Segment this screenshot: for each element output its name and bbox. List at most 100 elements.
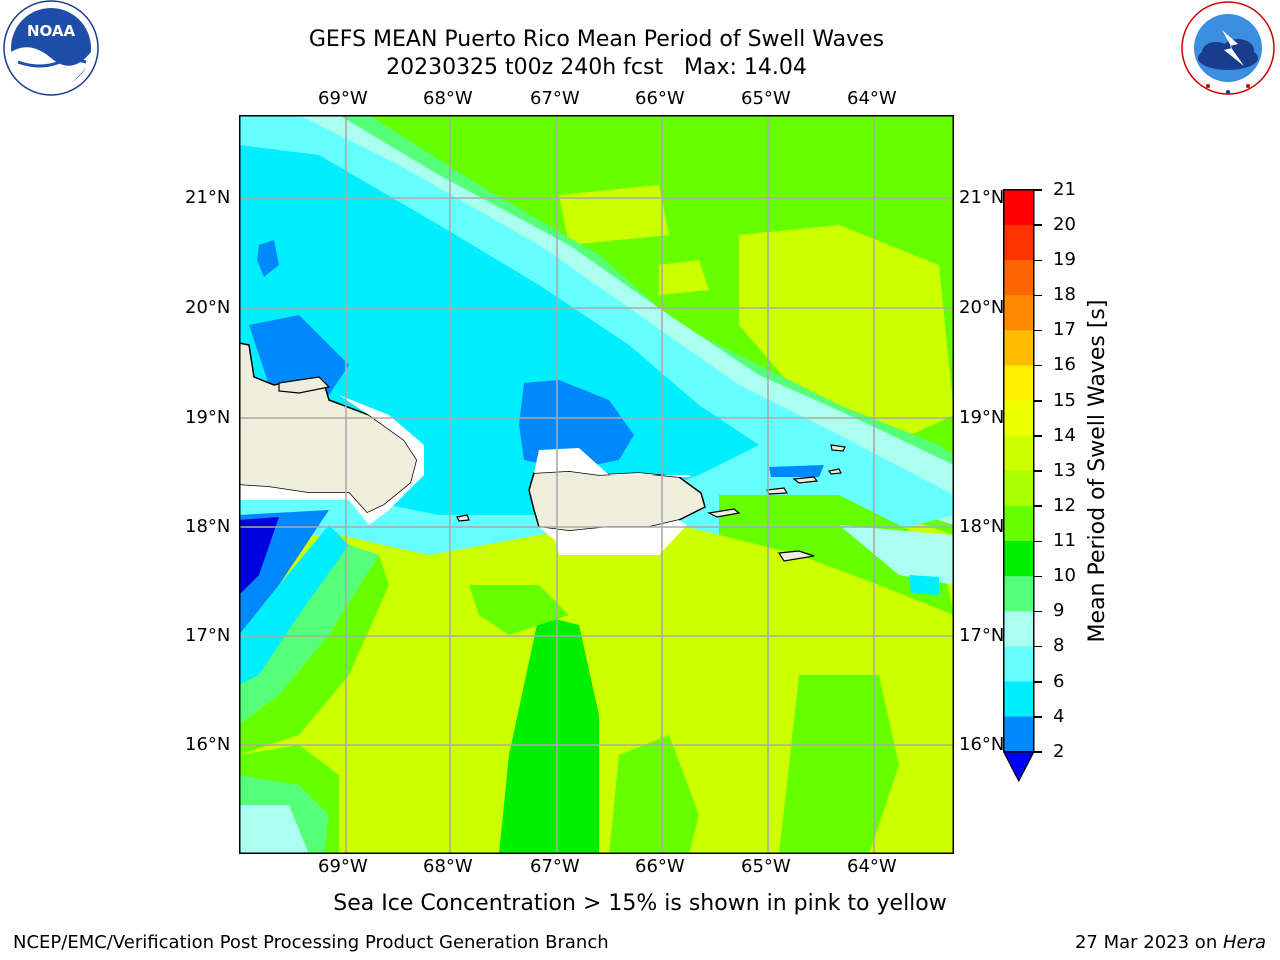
mona-island-land	[456, 514, 470, 522]
colorbar-tick-mark	[1034, 259, 1042, 261]
lon-label-top-68w: 68°W	[423, 88, 473, 109]
colorbar-segment	[1003, 224, 1034, 261]
noaa-logo-text: NOAA	[27, 22, 76, 40]
footer-machine: Hera	[1222, 932, 1266, 953]
lat-label-right-21n: 21°N	[959, 187, 1005, 208]
colorbar-tick-mark	[1034, 540, 1042, 542]
footer-date-text: 27 Mar 2023 on	[1074, 932, 1223, 953]
swell-patch-dark-blue-sw	[239, 517, 279, 595]
lat-label-left-19n: 19°N	[185, 407, 231, 428]
swell-patch-blue-center	[519, 380, 634, 470]
lon-label-top-66w: 66°W	[635, 88, 685, 109]
no-data-hispaniola	[239, 395, 424, 525]
swell-period-map	[239, 115, 954, 854]
footer-branch: NCEP/EMC/Verification Post Processing Pr…	[13, 932, 609, 953]
map-title: GEFS MEAN Puerto Rico Mean Period of Swe…	[308, 27, 885, 52]
colorbar-segment	[1003, 295, 1034, 331]
colorbar-tick-label: 20	[1053, 213, 1076, 235]
colorbar-segment	[1003, 611, 1034, 647]
colorbar-tick-mark	[1034, 189, 1042, 191]
colorbar	[1003, 189, 1035, 783]
lat-label-left-18n: 18°N	[185, 516, 231, 537]
colorbar-segment	[1003, 400, 1034, 437]
lon-label-bottom-67w: 67°W	[530, 856, 580, 877]
colorbar-segment	[1003, 260, 1034, 296]
colorbar-tick-label: 15	[1053, 389, 1076, 411]
no-data-pr-north	[534, 448, 691, 477]
colorbar-segment	[1003, 576, 1034, 612]
colorbar-tick-mark	[1034, 470, 1042, 472]
map-subtitle: 20230325 t00z 240h fcst Max: 14.04	[386, 55, 807, 80]
swell-pocket-north-3	[659, 260, 709, 295]
lat-label-left-16n: 16°N	[185, 734, 231, 755]
colorbar-tick-mark	[1034, 364, 1042, 367]
colorbar-tick-label: 14	[1053, 424, 1076, 446]
colorbar-segment	[1003, 470, 1034, 507]
swell-band-cyan-sw	[239, 525, 349, 685]
swell-band-pale-cyan-east	[839, 525, 954, 585]
colorbar-tick-label: 13	[1053, 459, 1076, 481]
lon-label-bottom-69w: 69°W	[318, 856, 368, 877]
lon-label-top-67w: 67°W	[530, 88, 580, 109]
swell-pocket-north-2	[739, 225, 954, 445]
swell-band-green-mid	[469, 585, 569, 635]
st-croix-land	[777, 550, 815, 562]
colorbar-tick-label: 6	[1053, 670, 1065, 692]
colorbar-tick-mark	[1034, 329, 1042, 332]
lat-label-right-20n: 20°N	[959, 297, 1005, 318]
anegada-land	[828, 468, 842, 475]
lat-label-right-17n: 17°N	[959, 625, 1005, 646]
colorbar-segment	[1003, 365, 1034, 402]
colorbar-tick-label: 2	[1053, 740, 1065, 762]
lat-label-left-17n: 17°N	[185, 625, 231, 646]
colorbar-segment	[1003, 189, 1034, 226]
swell-patch-cyan-east	[909, 575, 939, 595]
colorbar-tick-label: 19	[1053, 249, 1076, 270]
colorbar-tick-mark	[1034, 716, 1042, 718]
colorbar-tick-mark	[1034, 435, 1042, 437]
colorbar-tick-mark	[1034, 294, 1042, 297]
lon-label-top-69w: 69°W	[318, 88, 368, 109]
lat-label-right-18n: 18°N	[959, 516, 1005, 537]
swell-band-green-tongue	[499, 615, 599, 854]
colorbar-segment	[1003, 435, 1034, 472]
islet-northeast	[830, 444, 846, 452]
colorbar-segment	[1003, 330, 1034, 366]
swell-patch-blue-east	[769, 465, 824, 477]
map-frame	[239, 115, 954, 854]
colorbar-frame	[1003, 189, 1035, 753]
colorbar-segment	[1003, 646, 1034, 683]
lon-label-bottom-65w: 65°W	[741, 856, 791, 877]
lat-label-right-16n: 16°N	[959, 734, 1005, 755]
colorbar-segment	[1003, 681, 1034, 718]
lon-label-top-65w: 65°W	[741, 88, 791, 109]
colorbar-tick-mark	[1034, 681, 1042, 683]
colorbar-tick-mark	[1034, 505, 1042, 507]
swell-band-green-south-east	[779, 675, 899, 854]
colorbar-segment	[1003, 541, 1034, 577]
lat-label-right-19n: 19°N	[959, 407, 1005, 428]
colorbar-tick-label: 9	[1053, 600, 1065, 622]
colorbar-segment	[1003, 505, 1034, 542]
colorbar-tick-label: 11	[1053, 530, 1076, 551]
lat-label-left-21n: 21°N	[185, 187, 231, 208]
colorbar-tick-mark	[1034, 224, 1042, 226]
no-data-pr-south	[539, 520, 687, 555]
tortuga-island-land	[278, 376, 331, 394]
swell-band-green-east	[719, 495, 954, 615]
sea-ice-note: Sea Ice Concentration > 15% is shown in …	[333, 891, 947, 916]
colorbar-tick-mark	[1034, 645, 1042, 648]
colorbar-label: Mean Period of Swell Waves [s]	[1085, 299, 1110, 643]
colorbar-tick-label: 12	[1053, 494, 1076, 516]
graticule	[239, 115, 954, 854]
lon-label-bottom-64w: 64°W	[847, 856, 897, 877]
colorbar-tick-label: 17	[1053, 319, 1076, 341]
colorbar-tick-mark	[1034, 400, 1042, 402]
swell-band-green-sw	[239, 555, 389, 755]
nws-logo	[1181, 1, 1275, 95]
culebra-vieques-land	[707, 508, 741, 518]
virgin-islands-land-2	[792, 476, 819, 484]
colorbar-tick-mark	[1034, 610, 1042, 613]
lon-label-bottom-68w: 68°W	[423, 856, 473, 877]
swell-band-pale-cyan-south	[239, 805, 309, 854]
